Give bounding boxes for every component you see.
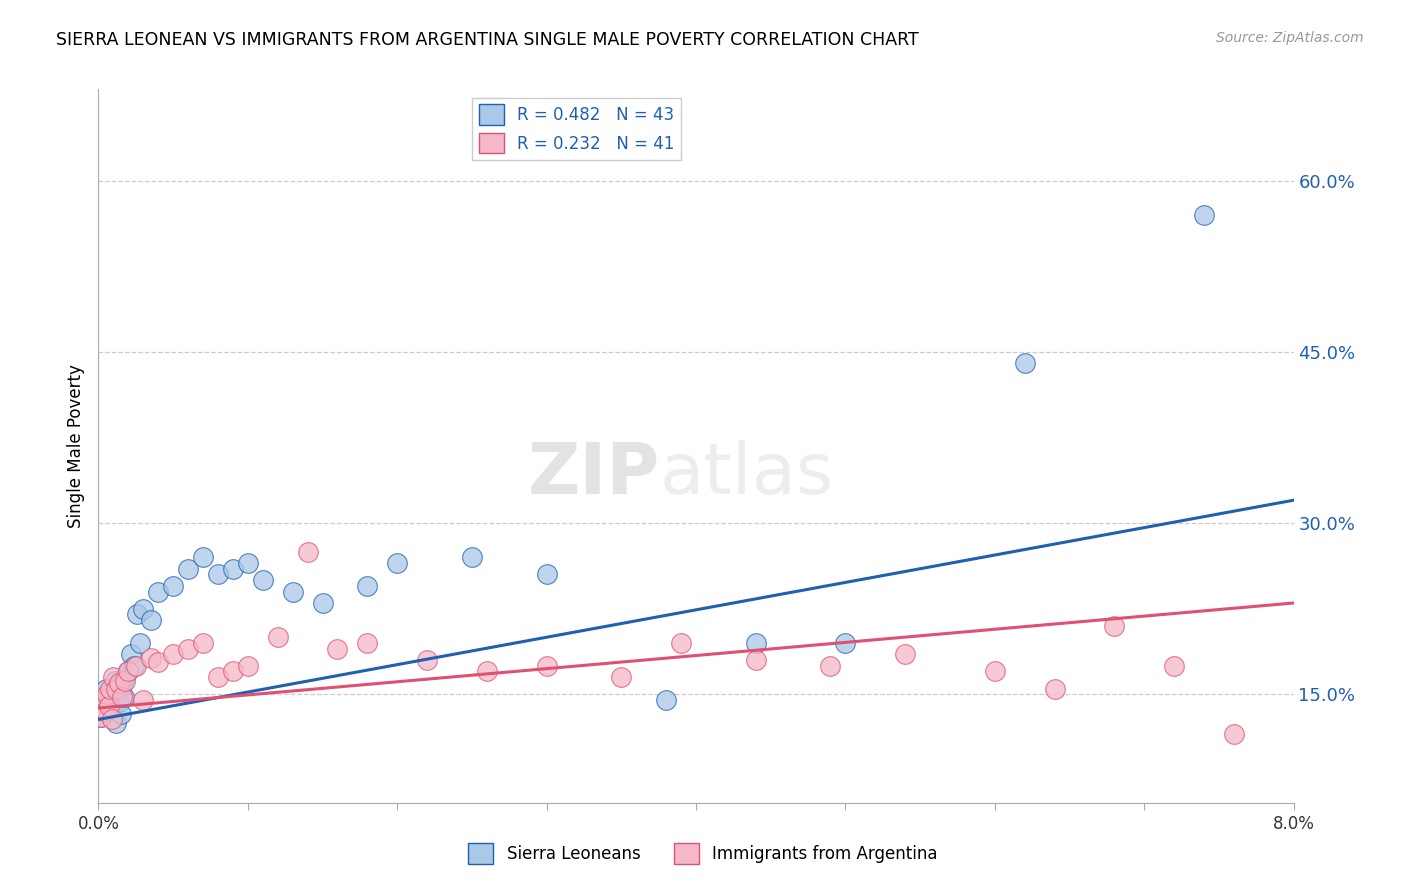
Text: atlas: atlas xyxy=(661,440,835,509)
Point xyxy=(108,695,131,709)
Point xyxy=(111,690,134,704)
Point xyxy=(222,665,245,679)
Point xyxy=(984,665,1007,679)
Point xyxy=(103,670,125,684)
Point xyxy=(148,656,170,670)
Point xyxy=(207,670,229,684)
Point xyxy=(114,673,136,688)
Point xyxy=(669,636,692,650)
Point xyxy=(110,706,132,721)
Point xyxy=(1014,356,1036,370)
Point xyxy=(117,665,139,679)
Point xyxy=(356,636,378,650)
Point xyxy=(385,556,409,570)
Point xyxy=(104,673,127,688)
Legend: R = 0.482   N = 43, R = 0.232   N = 41: R = 0.482 N = 43, R = 0.232 N = 41 xyxy=(472,97,681,160)
Point xyxy=(132,601,155,615)
Y-axis label: Single Male Poverty: Single Male Poverty xyxy=(66,364,84,528)
Point xyxy=(97,698,120,713)
Point xyxy=(1192,208,1215,222)
Point xyxy=(267,630,290,644)
Point xyxy=(536,658,558,673)
Point xyxy=(125,658,148,673)
Point xyxy=(139,613,162,627)
Point xyxy=(101,685,124,699)
Text: SIERRA LEONEAN VS IMMIGRANTS FROM ARGENTINA SINGLE MALE POVERTY CORRELATION CHAR: SIERRA LEONEAN VS IMMIGRANTS FROM ARGENT… xyxy=(56,31,920,49)
Point xyxy=(139,650,162,665)
Point xyxy=(90,710,112,724)
Point xyxy=(105,715,128,730)
Legend: Sierra Leoneans, Immigrants from Argentina: Sierra Leoneans, Immigrants from Argenti… xyxy=(461,837,945,871)
Point xyxy=(93,705,115,719)
Point xyxy=(98,681,122,696)
Point xyxy=(177,641,200,656)
Point xyxy=(94,705,117,719)
Point xyxy=(120,648,142,662)
Point xyxy=(820,658,842,673)
Point xyxy=(96,687,118,701)
Point xyxy=(103,697,125,711)
Point xyxy=(191,636,214,650)
Point xyxy=(117,665,139,679)
Point xyxy=(745,653,768,667)
Point xyxy=(1223,727,1246,741)
Point xyxy=(94,681,117,696)
Point xyxy=(108,676,131,690)
Point xyxy=(91,701,114,715)
Point xyxy=(162,579,184,593)
Point xyxy=(96,698,118,713)
Point xyxy=(148,584,170,599)
Point xyxy=(107,687,129,701)
Text: ZIP: ZIP xyxy=(527,440,661,509)
Point xyxy=(416,653,439,667)
Point xyxy=(162,648,184,662)
Point xyxy=(124,658,146,673)
Point xyxy=(91,693,114,707)
Point xyxy=(356,579,378,593)
Point xyxy=(112,690,135,704)
Point xyxy=(101,713,124,727)
Point xyxy=(326,641,349,656)
Point xyxy=(297,544,319,558)
Point xyxy=(98,701,122,715)
Point xyxy=(745,636,768,650)
Point xyxy=(93,693,115,707)
Point xyxy=(610,670,633,684)
Point xyxy=(111,678,134,692)
Point xyxy=(114,670,136,684)
Point xyxy=(1163,658,1185,673)
Point xyxy=(311,596,333,610)
Point xyxy=(834,636,856,650)
Point xyxy=(536,567,558,582)
Point xyxy=(132,693,155,707)
Point xyxy=(207,567,229,582)
Point xyxy=(281,584,304,599)
Point xyxy=(236,658,259,673)
Point xyxy=(177,562,200,576)
Point xyxy=(127,607,149,622)
Point xyxy=(222,562,245,576)
Point xyxy=(1043,681,1066,696)
Point xyxy=(894,648,917,662)
Point xyxy=(129,636,152,650)
Point xyxy=(105,681,128,696)
Point xyxy=(461,550,484,565)
Point xyxy=(655,693,678,707)
Point xyxy=(475,665,498,679)
Point xyxy=(191,550,214,565)
Point xyxy=(236,556,259,570)
Point xyxy=(97,690,120,704)
Point xyxy=(252,573,274,587)
Point xyxy=(90,710,112,724)
Point xyxy=(1104,619,1126,633)
Text: Source: ZipAtlas.com: Source: ZipAtlas.com xyxy=(1216,31,1364,45)
